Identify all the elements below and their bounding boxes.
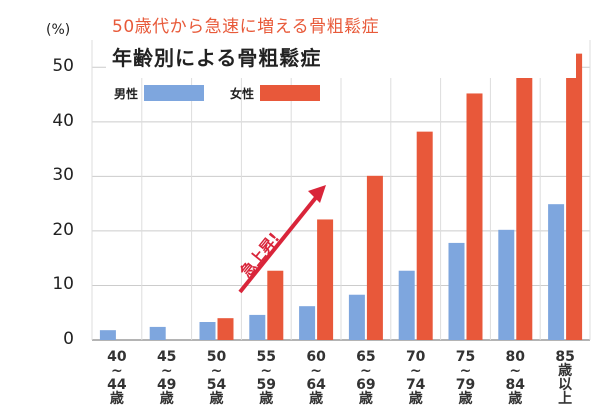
x-tick-label: 60 ~ 64 歳 (306, 349, 326, 407)
x-tick-label: 85 歳 以 上 (555, 349, 575, 407)
legend-female-swatch (260, 85, 321, 101)
bar-male-4 (299, 306, 316, 340)
bar-male-8 (498, 229, 515, 340)
chart-title: 年齢別による骨粗鬆症 (112, 46, 322, 70)
x-tick-label: 40 ~ 44 歳 (107, 349, 127, 407)
rising-arrow-head (308, 185, 326, 203)
y-axis-unit: (%) (46, 22, 71, 38)
y-tick-label: 20 (52, 219, 74, 240)
y-tick-label: 30 (52, 165, 74, 186)
x-tick-label: 80 ~ 84 歳 (505, 349, 526, 407)
bar-male-0 (99, 330, 116, 340)
legend-male-label: 男性 (114, 86, 139, 101)
bar-female-5 (366, 175, 383, 340)
title-box (106, 8, 576, 78)
bar-male-7 (448, 242, 465, 340)
bar-male-2 (199, 322, 216, 340)
x-tick-label: 75 ~ 79 歳 (455, 349, 476, 407)
bar-female-8 (516, 65, 533, 340)
x-tick-label: 55 ~ 59 歳 (256, 349, 277, 407)
legend-female: 女性 (230, 83, 321, 103)
x-tick-label: 50 ~ 54 歳 (206, 349, 227, 407)
rising-arrow-shaft (238, 193, 320, 294)
legend-male: 男性 (114, 83, 205, 103)
bar-female-2 (217, 318, 234, 340)
legend-female-label: 女性 (230, 86, 255, 101)
chart-subtitle: 50歳代から急速に増える骨粗鬆症 (112, 17, 380, 37)
y-tick-label: 40 (52, 110, 74, 131)
y-tick-label: 50 (52, 56, 74, 77)
y-tick-label: 0 (63, 329, 74, 349)
bar-female-7 (466, 93, 483, 340)
bar-male-9 (548, 204, 565, 340)
bar-male-1 (149, 326, 166, 340)
bar-female-3 (267, 270, 284, 340)
legend-male-swatch (144, 85, 205, 101)
bar-male-6 (398, 270, 415, 340)
x-tick-label: 70 ~ 74 歳 (405, 349, 426, 407)
x-tick-label: 65 ~ 69 歳 (356, 349, 376, 407)
bar-male-3 (249, 314, 266, 340)
y-tick-label: 10 (52, 274, 74, 295)
bar-female-9 (566, 53, 583, 341)
bar-female-6 (416, 131, 433, 340)
x-tick-label: 45 ~ 49 歳 (156, 349, 177, 407)
bar-female-4 (317, 219, 334, 340)
bar-male-5 (348, 294, 365, 340)
